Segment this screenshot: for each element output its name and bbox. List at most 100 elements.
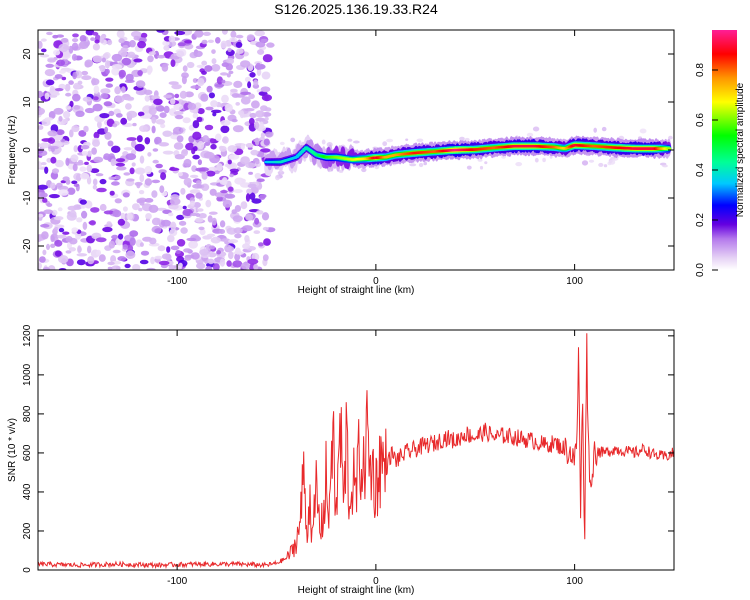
noise-cell xyxy=(154,136,162,145)
noise-cell xyxy=(212,263,220,270)
noise-cell xyxy=(115,158,126,163)
noise-cell xyxy=(51,168,60,174)
noise-cell xyxy=(216,250,222,255)
noise-cell xyxy=(92,103,103,112)
noise-cell xyxy=(54,74,63,79)
snr-y-label: SNR (10 * v/v) xyxy=(7,418,18,482)
noise-cell xyxy=(216,76,223,85)
noise-cell xyxy=(249,192,256,200)
noise-cell xyxy=(192,120,200,129)
halo-cell xyxy=(466,165,472,170)
halo-cell xyxy=(668,135,673,140)
noise-cell xyxy=(144,178,153,186)
noise-cell xyxy=(71,227,79,233)
noise-cell xyxy=(225,63,233,71)
noise-cell xyxy=(240,91,252,96)
noise-cell xyxy=(155,163,163,169)
noise-cell xyxy=(257,242,264,247)
noise-cell xyxy=(38,262,42,270)
noise-cell xyxy=(154,228,161,234)
noise-cell xyxy=(103,101,113,107)
noise-cell xyxy=(54,159,64,168)
noise-cell xyxy=(153,98,163,106)
noise-cell xyxy=(233,80,243,88)
noise-cell xyxy=(71,42,79,51)
noise-cell xyxy=(190,85,201,89)
noise-cell xyxy=(220,119,231,126)
colorbar-ticks: 0.0 0.2 0.4 0.6 0.8 xyxy=(695,63,718,277)
noise-cell xyxy=(182,117,191,124)
noise-cell xyxy=(90,207,100,213)
noise-cell xyxy=(50,156,57,164)
noise-cell xyxy=(235,102,240,106)
noise-cell xyxy=(93,85,100,94)
noise-cell xyxy=(155,119,166,125)
noise-cell xyxy=(99,35,105,44)
noise-cell xyxy=(147,55,154,63)
noise-cell xyxy=(54,239,63,247)
noise-cell xyxy=(87,150,92,157)
noise-cell xyxy=(183,177,192,186)
noise-cell xyxy=(129,40,136,48)
noise-cell xyxy=(174,30,186,36)
noise-cell xyxy=(60,38,69,43)
noise-cell xyxy=(208,245,216,250)
noise-cell xyxy=(226,260,232,267)
noise-cell xyxy=(205,170,216,177)
noise-cell xyxy=(76,253,88,257)
noise-cell xyxy=(86,164,93,173)
noise-cell xyxy=(182,205,187,210)
noise-cell xyxy=(146,267,156,270)
noise-cell xyxy=(160,123,166,129)
noise-cell xyxy=(162,150,174,155)
noise-cell xyxy=(38,90,43,99)
halo-cell xyxy=(593,127,597,133)
noise-cell xyxy=(64,83,71,92)
noise-cell xyxy=(254,217,260,225)
noise-cell xyxy=(184,257,191,261)
noise-cell xyxy=(250,149,259,156)
noise-cell xyxy=(220,190,228,194)
noise-cell xyxy=(71,125,80,133)
noise-cell xyxy=(122,44,129,49)
noise-cell xyxy=(163,105,170,114)
noise-cell xyxy=(151,179,161,184)
noise-cell xyxy=(210,236,221,244)
noise-cell xyxy=(204,124,214,131)
noise-cell xyxy=(145,213,152,220)
noise-cell xyxy=(227,47,232,53)
noise-cell xyxy=(107,39,113,46)
noise-cell xyxy=(138,207,143,212)
noise-cell xyxy=(264,116,269,121)
noise-cell xyxy=(170,221,177,230)
noise-cell xyxy=(92,139,100,147)
noise-cell xyxy=(211,217,217,226)
noise-cell xyxy=(72,163,78,172)
noise-cell xyxy=(140,250,150,256)
noise-cell xyxy=(118,233,124,240)
halo-cell xyxy=(361,167,367,173)
snr-x-tick-label: 0 xyxy=(373,576,379,587)
noise-cell xyxy=(53,49,61,56)
noise-cell xyxy=(249,72,256,78)
noise-cell xyxy=(91,78,100,86)
noise-cell xyxy=(251,198,262,204)
noise-cell xyxy=(193,146,198,152)
noise-cell xyxy=(178,262,183,269)
noise-cell xyxy=(221,79,226,84)
noise-cell xyxy=(125,250,136,259)
noise-cell xyxy=(72,38,79,43)
noise-cell xyxy=(144,137,151,145)
noise-cell xyxy=(197,78,205,86)
noise-cell xyxy=(168,35,176,43)
noise-cell xyxy=(192,131,202,140)
noise-cell xyxy=(87,256,95,265)
noise-cell xyxy=(169,228,178,237)
noise-cell xyxy=(169,197,181,206)
noise-cell xyxy=(99,113,110,119)
noise-cell xyxy=(201,39,208,45)
noise-cell xyxy=(157,245,166,252)
noise-cell xyxy=(44,166,49,174)
noise-cell xyxy=(234,233,242,239)
halo-cell xyxy=(479,165,484,170)
